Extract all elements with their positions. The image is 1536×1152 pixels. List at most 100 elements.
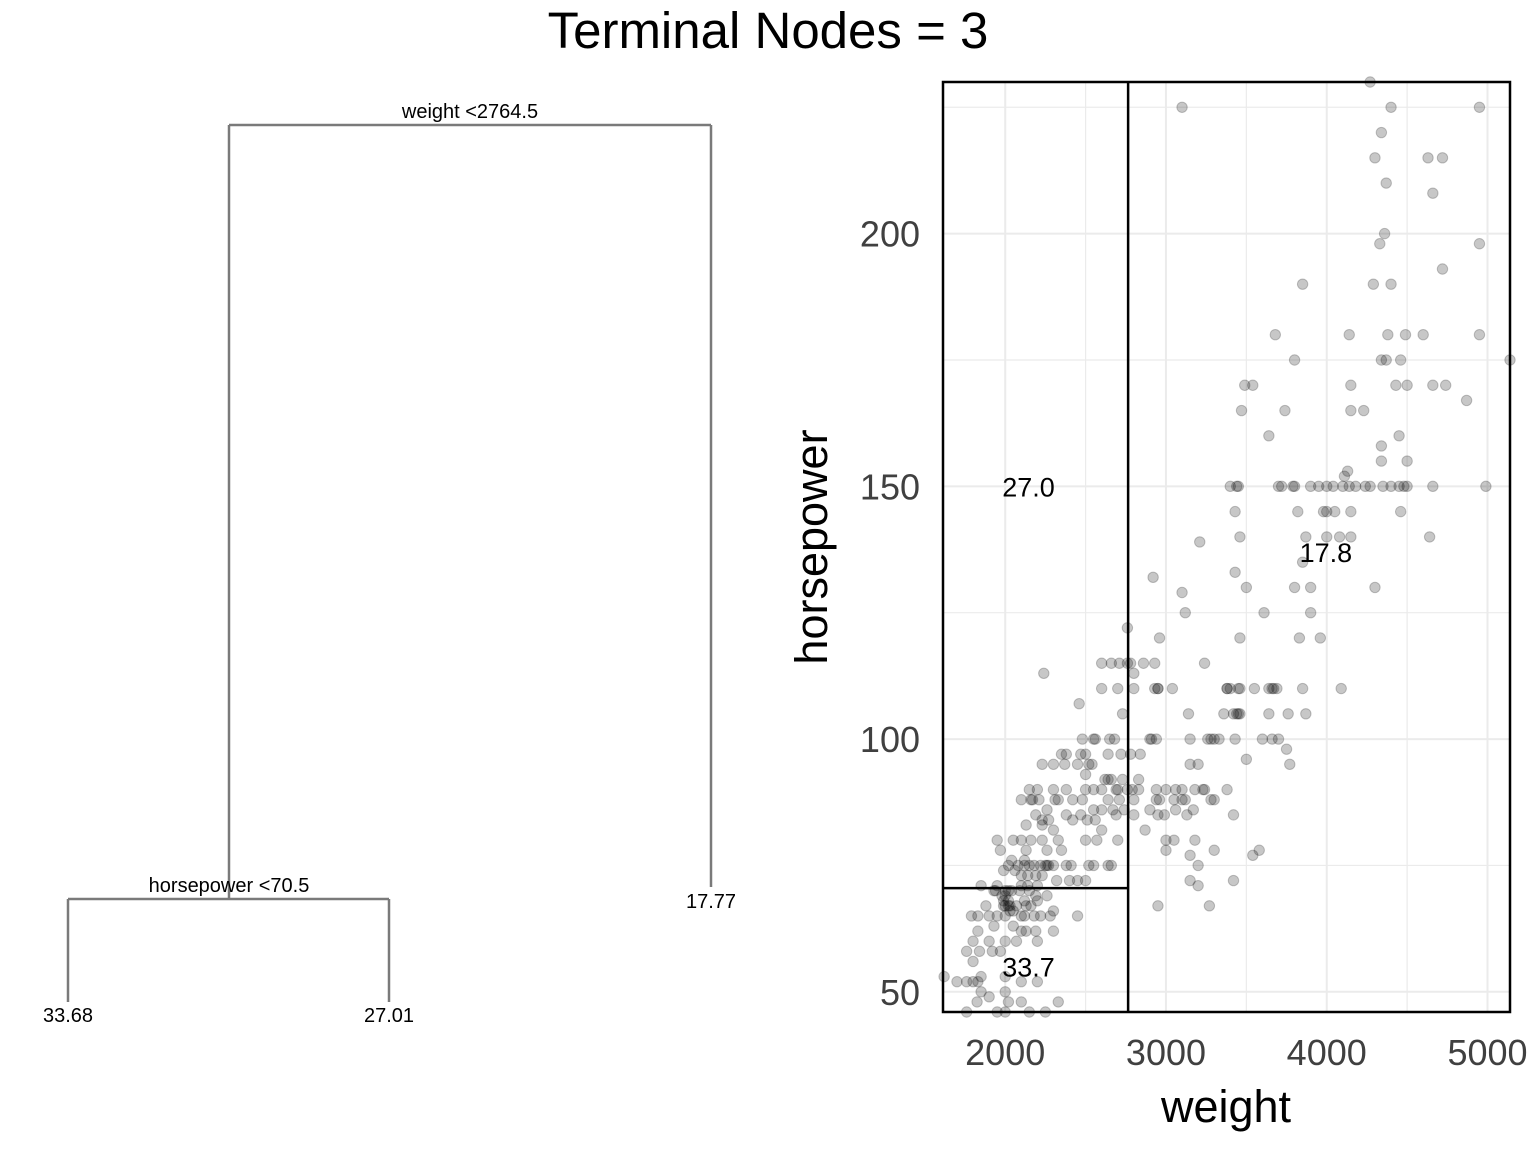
scatter-point	[1116, 708, 1129, 720]
scatter-point	[1152, 682, 1164, 695]
scatter-point	[1007, 920, 1019, 932]
x-tick-label: 4000	[1287, 1032, 1367, 1073]
scatter-point	[1158, 809, 1171, 821]
scatter-point	[1321, 505, 1333, 518]
scatter-point	[1213, 733, 1225, 745]
scatter-point	[1473, 101, 1486, 113]
scatter-point	[1150, 783, 1163, 796]
tree-left-split-label: horsepower <70.5	[149, 875, 310, 897]
scatter-point	[1047, 824, 1060, 836]
scatter-point	[1263, 682, 1275, 695]
scatter-point	[1343, 480, 1355, 493]
scatter-point	[1041, 804, 1053, 816]
scatter-point	[1218, 708, 1230, 720]
region-labels: 27.0 17.8 33.7	[1002, 472, 1352, 982]
scatter-point	[1067, 794, 1079, 806]
scatter-point	[1296, 556, 1309, 568]
scatter-point	[1184, 733, 1196, 745]
scatter-point	[1327, 480, 1339, 493]
scatter-point	[999, 970, 1011, 983]
scatter-point	[1480, 480, 1492, 493]
scatter-point	[1018, 895, 1031, 907]
scatter-point	[1060, 748, 1073, 760]
scatter-point	[1025, 834, 1037, 846]
scatter-point	[1256, 733, 1269, 745]
scatter-point	[1380, 177, 1392, 189]
scatter-point	[1137, 657, 1150, 669]
scatter-point	[1176, 794, 1188, 806]
scatter-point	[1394, 505, 1407, 518]
region-label: 17.8	[1300, 538, 1353, 568]
scatter-point	[1169, 783, 1182, 796]
scatter-point	[1221, 682, 1233, 695]
scatter-point	[1198, 783, 1211, 796]
scatter-point	[1267, 682, 1280, 695]
scatter-point	[1095, 824, 1108, 836]
scatter-point	[1102, 748, 1114, 760]
scatter-point	[1317, 505, 1330, 518]
scatter-point	[1036, 819, 1048, 831]
scatter-point	[1198, 657, 1211, 669]
scatter-point	[1065, 859, 1077, 872]
scatter-point	[1015, 975, 1027, 988]
scatter-point	[1030, 925, 1042, 937]
scatter-point	[1221, 682, 1233, 695]
scatter-point	[1385, 101, 1397, 113]
scatter-point	[1375, 440, 1388, 452]
scatter-point	[1247, 379, 1259, 391]
scatter-point	[1427, 379, 1439, 391]
scatter-point	[1293, 632, 1306, 644]
scatter-point	[1030, 890, 1042, 902]
scatter-point	[1018, 910, 1031, 922]
scatter-point	[1234, 682, 1246, 695]
scatter-point	[1205, 794, 1217, 806]
scatter-point	[1227, 809, 1240, 821]
scatter-point	[1113, 657, 1126, 669]
scatter-point	[1288, 581, 1301, 594]
scatter-point	[1176, 101, 1188, 113]
scatter-point	[1015, 794, 1027, 806]
scatter-point	[1194, 536, 1206, 548]
scatter-point	[1197, 783, 1209, 796]
scatter-point	[1203, 900, 1216, 912]
scatter-point	[972, 925, 984, 937]
scatter-point	[1004, 905, 1016, 917]
scatter-point	[1105, 859, 1118, 872]
scatter-point	[1145, 733, 1158, 745]
scatter-point	[1221, 783, 1233, 796]
scatter-point	[1015, 910, 1027, 922]
scatter-point	[1034, 859, 1047, 872]
scatter-point	[997, 900, 1010, 912]
scatter-point	[1304, 581, 1317, 594]
scatter-point	[1369, 581, 1381, 594]
scatter-point	[1460, 394, 1473, 407]
scatter-point	[1028, 910, 1040, 922]
scatter-point	[1079, 874, 1092, 887]
scatter-point	[1089, 814, 1101, 826]
scatter-point	[1087, 804, 1100, 816]
scatter-point	[1296, 682, 1309, 695]
scatter-point	[1473, 238, 1486, 250]
scatter-point	[991, 834, 1003, 846]
scatter-point	[1095, 804, 1108, 816]
scatter-point	[1184, 758, 1196, 771]
scatter-point	[1282, 708, 1294, 720]
scatter-point	[1184, 874, 1196, 887]
scatter-point	[1160, 834, 1172, 846]
scatter-point	[1208, 844, 1220, 856]
scatter-point	[1182, 708, 1195, 720]
scatter-point	[1116, 773, 1129, 786]
scatter-point	[1079, 834, 1092, 846]
scatter-point	[983, 935, 995, 947]
scatter-point	[1020, 900, 1032, 912]
scatter-point	[1280, 743, 1293, 755]
scatter-point	[1345, 531, 1357, 543]
scatter-point	[999, 890, 1011, 902]
scatter-point	[1102, 859, 1114, 872]
y-tick-label: 200	[860, 214, 920, 255]
tree-leaf-label: 17.77	[686, 891, 736, 913]
scatter-point	[980, 900, 992, 912]
scatter-point	[1075, 748, 1087, 760]
scatter-point	[1335, 682, 1347, 695]
scatter-point	[1012, 859, 1024, 872]
